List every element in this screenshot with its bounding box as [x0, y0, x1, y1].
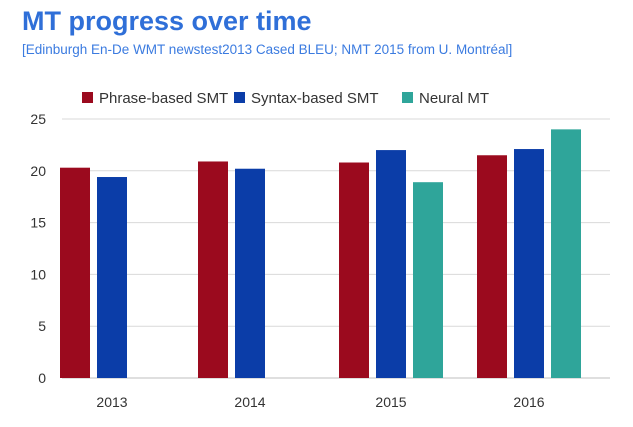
legend-label: Phrase-based SMT: [99, 90, 228, 107]
bar-syntax-based-smt-2016: [514, 149, 544, 378]
bar-neural-mt-2015: [413, 182, 443, 378]
y-tick-label: 0: [38, 370, 46, 386]
legend-item-syntax-based-smt: Syntax-based SMT: [234, 90, 379, 107]
x-tick-label: 2015: [375, 394, 406, 410]
bar-phrase-based-smt-2014: [198, 161, 228, 378]
x-tick-label: 2014: [234, 394, 265, 410]
x-tick-label: 2016: [513, 394, 544, 410]
legend-swatch: [82, 92, 93, 103]
legend-swatch: [402, 92, 413, 103]
legend-label: Syntax-based SMT: [251, 90, 379, 107]
y-tick-label: 15: [30, 215, 46, 231]
bar-syntax-based-smt-2014: [235, 168, 265, 378]
chart-subtitle: [Edinburgh En-De WMT newstest2013 Cased …: [22, 42, 513, 57]
legend: Phrase-based SMT Syntax-based SMT Neural M…: [82, 90, 489, 107]
legend-swatch: [234, 92, 245, 103]
bar-syntax-based-smt-2015: [376, 150, 406, 378]
legend-item-neural-mt: Neural MT: [402, 90, 489, 107]
bar-phrase-based-smt-2013: [60, 167, 90, 378]
y-tick-label: 25: [30, 111, 46, 127]
bar-syntax-based-smt-2013: [97, 177, 127, 378]
bar-phrase-based-smt-2015: [339, 162, 369, 378]
legend-item-phrase-based-smt: Phrase-based SMT: [82, 90, 228, 107]
y-tick-label: 20: [30, 163, 46, 179]
y-tick-label: 10: [30, 266, 46, 282]
axes: 0 5 10 15 20 25 2013 2014 2015 2016: [30, 111, 544, 410]
bars: [60, 129, 581, 378]
y-tick-label: 5: [38, 318, 46, 334]
bar-phrase-based-smt-2016: [477, 155, 507, 378]
x-tick-label: 2013: [96, 394, 127, 410]
chart-title: MT progress over time: [22, 6, 312, 36]
bar-neural-mt-2016: [551, 129, 581, 378]
legend-label: Neural MT: [419, 90, 489, 107]
